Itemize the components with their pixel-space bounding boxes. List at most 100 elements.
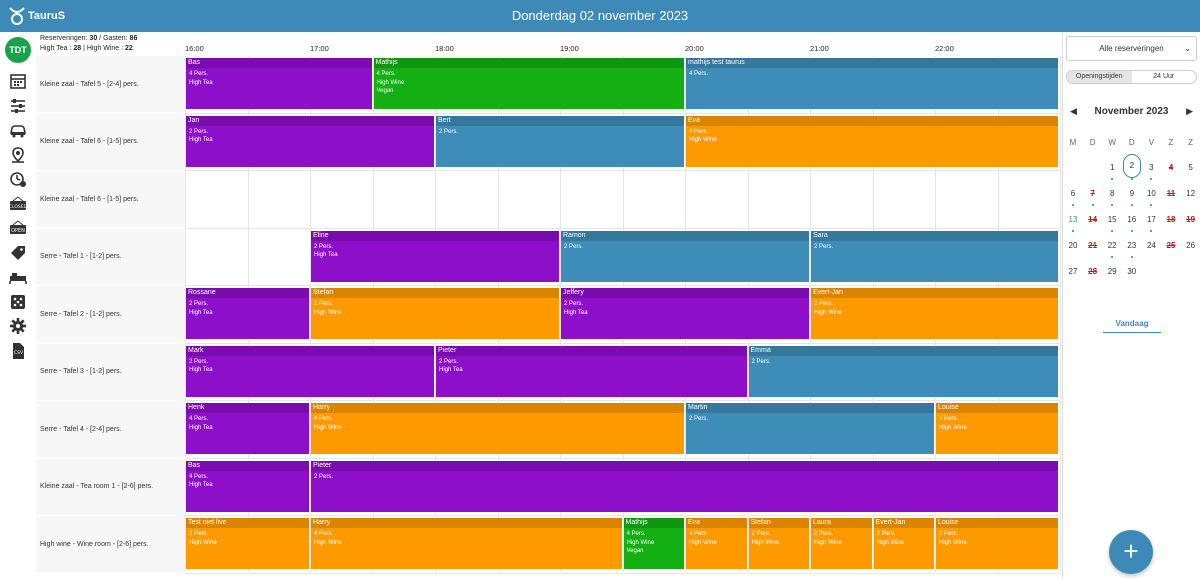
reservation-block[interactable]: Henk 4 Pers. High Tea	[186, 403, 309, 454]
calendar-day[interactable]: 1	[1109, 163, 1115, 172]
timeline-grid[interactable]: Bas 4 Pers. High Tea Mathijs 4 Pers. High Win…	[185, 56, 1061, 574]
reservation-block[interactable]: Stefan 2 Pers. High Wine	[748, 518, 809, 569]
calendar-day[interactable]: 4	[1168, 163, 1174, 172]
calendar-day[interactable]: 9	[1129, 189, 1135, 198]
calendar-day[interactable]: 15	[1107, 215, 1117, 224]
reservation-name: Emma	[750, 346, 771, 354]
reservation-block[interactable]: Eline 2 Pers. High Tea	[311, 230, 559, 282]
weekday-label: D	[1089, 138, 1096, 147]
add-reservation-button[interactable]: +	[1109, 530, 1153, 574]
reservation-block[interactable]: Evert-Jan 2 Pers. High Wine	[811, 288, 1058, 339]
reservation-block[interactable]: Mathijs 4 Pers. High Wine Vegan	[623, 518, 684, 569]
calendar-day[interactable]: 12	[1186, 189, 1196, 198]
calendar-day[interactable]: 24	[1146, 241, 1156, 250]
open-sign-icon[interactable]: OPEN	[9, 219, 27, 237]
reservation-block[interactable]: Ramon 2 Pers.	[561, 230, 809, 282]
reservation-header-bar	[686, 115, 1058, 126]
calendar-day[interactable]: 2	[1122, 154, 1141, 178]
calendar-day[interactable]: 20	[1068, 241, 1078, 250]
calendar-day[interactable]: 5	[1188, 163, 1193, 172]
map-pin-icon[interactable]	[9, 146, 27, 164]
time-axis: 16:00 17:00 18:00 19:00 20:00 21:00 22:00	[185, 40, 1060, 56]
reservation-block[interactable]: Harry 4 Pers. High Wine	[311, 403, 684, 454]
reservation-detail-line: High Tea	[189, 482, 213, 488]
reservation-name: Henk	[188, 404, 205, 411]
avatar[interactable]: TDT	[5, 37, 31, 63]
calendar-day[interactable]: 17	[1146, 215, 1156, 224]
reservation-detail-line: 2 Pers.	[751, 531, 771, 537]
calendar-day[interactable]: 23	[1127, 241, 1137, 250]
reservation-block[interactable]: Eva 4 Pers. High Wine	[686, 115, 1058, 167]
car-icon[interactable]	[9, 121, 27, 139]
reservation-block[interactable]: Laura 2 Pers. High Wine	[811, 518, 872, 569]
reservation-detail-line: 4 Pers.	[626, 531, 646, 537]
reservation-block[interactable]: Bas 4 Pers. High Tea	[186, 58, 372, 109]
reservation-block[interactable]: Eva 4 Pers. High Wine	[686, 518, 747, 569]
calendar-day[interactable]: 19	[1186, 215, 1196, 224]
reservation-detail-line: 2 Pers.	[876, 531, 896, 537]
reservation-block[interactable]: Pieter 2 Pers. High Tea	[436, 345, 747, 397]
gear-icon[interactable]	[9, 317, 27, 335]
calendar-day[interactable]: 25	[1166, 241, 1176, 250]
bed-icon[interactable]	[9, 268, 27, 286]
calendar-day[interactable]: 30	[1127, 267, 1137, 276]
prev-month-icon[interactable]: ◀	[1070, 106, 1077, 116]
tag-icon[interactable]	[9, 244, 27, 262]
reservation-block[interactable]: Rossane 2 Pers. High Tea	[186, 288, 309, 339]
calendar-day[interactable]: 16	[1127, 215, 1137, 224]
calendar-day[interactable]: 26	[1186, 241, 1196, 250]
calendar-day[interactable]: 22	[1107, 241, 1117, 250]
toggle-openingstijden[interactable]: Openingstijden	[1067, 71, 1132, 83]
csv-file-icon[interactable]: CSV	[9, 342, 27, 360]
sliders-icon[interactable]	[9, 97, 27, 115]
logo-text: TauruS	[28, 10, 66, 22]
reservation-block[interactable]: Emma 2 Pers.	[748, 345, 1058, 397]
calendar-day[interactable]: 8	[1109, 189, 1115, 198]
reservation-block[interactable]: Mark 2 Pers. High Tea	[186, 345, 434, 397]
calendar-day[interactable]: 3	[1149, 163, 1154, 172]
toggle-24-uur[interactable]: 24 Uur	[1153, 73, 1175, 80]
calendar-day[interactable]: 21	[1088, 241, 1098, 250]
reservation-details: 2 Pers.	[752, 358, 771, 367]
calendar-day[interactable]: 6	[1070, 189, 1076, 198]
time-tick: 22:00	[935, 44, 954, 53]
reservation-block[interactable]: Test niet live 2 Pers. High Wine	[186, 518, 309, 569]
calendar-day[interactable]: 14	[1088, 215, 1098, 224]
reservation-filter-select[interactable]: Alle reserveringen ⌄	[1066, 36, 1197, 61]
availability-dot	[1072, 204, 1074, 206]
reservation-block[interactable]: Evert-Jan 2 Pers. High Wine	[873, 518, 934, 569]
grid-line	[560, 56, 561, 572]
today-button[interactable]: Vandaag	[1103, 319, 1161, 333]
reservation-block[interactable]: Louise 2 Pers. High Wine	[936, 403, 1058, 454]
logo[interactable]: TauruS	[8, 5, 65, 27]
closed-sign-icon[interactable]: CLOSED	[9, 195, 27, 213]
reservation-block[interactable]: Bas 4 Pers. High Tea	[186, 460, 309, 512]
weekday-label: Z	[1168, 138, 1174, 147]
reservation-block[interactable]: mathijs test taurus 4 Pers.	[686, 58, 1058, 109]
reservation-block[interactable]: Louise 2 Pers. High Wine	[936, 518, 1058, 569]
reservation-block[interactable]: Harry 4 Pers. High Wine	[311, 518, 622, 569]
reservation-block[interactable]: Jeffery 2 Pers. High Tea	[561, 288, 809, 339]
calendar-icon[interactable]	[9, 72, 27, 90]
reservation-block[interactable]: Pieter 2 Pers.	[311, 460, 1058, 512]
calendar-day[interactable]: 29	[1107, 267, 1117, 276]
calendar-day[interactable]: 18	[1166, 215, 1176, 224]
next-month-icon[interactable]: ▶	[1186, 106, 1193, 116]
table-row-label: Kleine zaal - Tafel 5 - [2-4] pers.	[36, 56, 185, 113]
reservation-block[interactable]: Bert 2 Pers.	[436, 115, 684, 167]
calendar-day[interactable]: 27	[1068, 267, 1078, 276]
reservation-block[interactable]: Stefan 2 Pers. High Wine	[311, 288, 559, 339]
reservation-block[interactable]: Jan 2 Pers. High Tea	[186, 115, 434, 167]
calendar-day[interactable]: 13	[1068, 215, 1078, 224]
dice-icon[interactable]	[9, 293, 27, 311]
reservation-detail-line: 2 Pers.	[564, 301, 584, 307]
reservation-block[interactable]: Martin 2 Pers.	[686, 403, 934, 454]
clock-plus-icon[interactable]	[9, 170, 27, 188]
calendar-day[interactable]: 7	[1090, 189, 1095, 198]
reservation-name: Pieter	[438, 346, 457, 354]
calendar-day[interactable]: 11	[1166, 189, 1176, 198]
reservation-block[interactable]: Sara 2 Pers.	[811, 230, 1058, 282]
calendar-day[interactable]: 28	[1088, 267, 1098, 276]
reservation-block[interactable]: Mathijs 4 Pers. High Wine Vegan	[373, 58, 684, 109]
calendar-day[interactable]: 10	[1146, 189, 1156, 198]
